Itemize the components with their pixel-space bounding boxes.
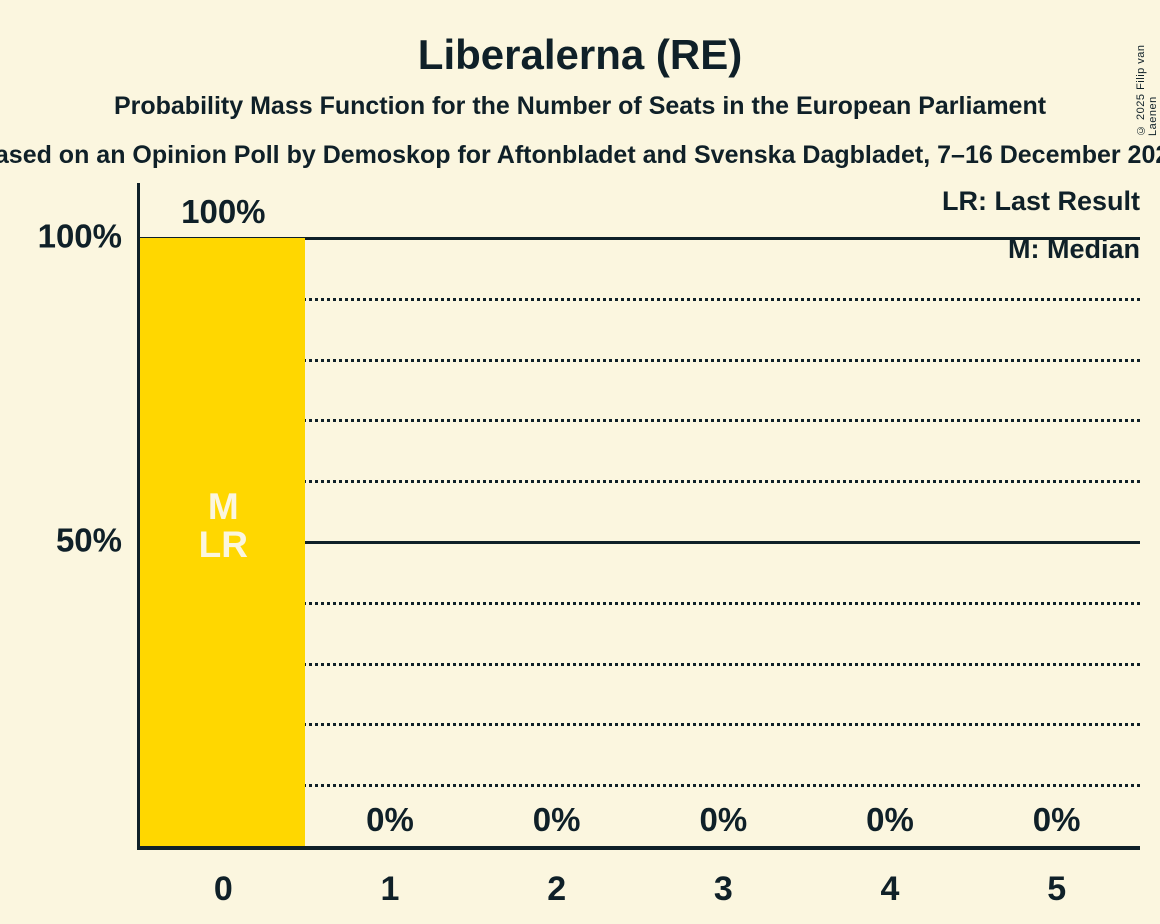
y-axis-line [137,183,140,850]
x-tick-label-3: 3 [713,870,733,908]
median-last-result-annotation: M LR [140,488,307,564]
legend-last-result: LR: Last Result [941,186,1140,216]
gridline-70pct [140,419,1140,423]
gridline-30pct [140,662,1140,666]
bar-slot-1: 0% 1 [307,238,474,908]
x-tick-label-1: 1 [380,870,400,908]
gridline-50pct [140,541,1140,544]
source-line: Based on an Opinion Poll by Demoskop for… [0,141,1160,169]
bar-slot-4: 0% 4 [807,238,974,908]
bar-slot-2: 0% 2 [473,238,640,908]
legend-median: M: Median [1008,234,1140,264]
gridline-90pct [140,297,1140,301]
gridline-100pct [140,237,1140,240]
bar-slot-5: 0% 5 [973,238,1140,908]
bar-value-label-0: 100% [181,193,266,230]
bar-slot-3: 0% 3 [640,238,807,908]
copyright-notice: © 2025 Filip van Laenen [1135,44,1159,136]
x-tick-label-4: 4 [880,870,900,908]
annotation-line: LR [198,524,248,565]
bar-seats-0 [140,238,305,846]
bar-value-label-1: 0% [366,801,414,838]
x-tick-label-2: 2 [547,870,567,908]
gridline-60pct [140,480,1140,484]
bar-value-label-4: 0% [866,801,914,838]
y-tick-label-50: 50% [55,521,122,559]
plot-area: 100% 50% 100% 0 M LR 0% 1 0% 2 0% 3 0% 4 0% 5 [38,193,1140,908]
y-tick-label-100: 100% [37,217,122,255]
x-tick-label-0: 0 [213,870,233,908]
x-tick-label-5: 5 [1047,870,1067,908]
bar-value-label-5: 0% [1032,801,1081,838]
gridline-20pct [140,723,1140,727]
bar-value-label-2: 0% [532,801,581,838]
x-axis-line [137,846,1140,850]
bar-slot-0: 100% 0 M LR [140,193,307,908]
annotation-line: M [207,486,239,527]
gridline-10pct [140,784,1140,788]
gridline-80pct [140,358,1140,362]
bar-value-label-3: 0% [699,801,748,838]
page-subtitle: Probability Mass Function for the Number… [113,92,1047,120]
gridline-40pct [140,601,1140,605]
page-title: Liberalerna (RE) [417,31,743,78]
